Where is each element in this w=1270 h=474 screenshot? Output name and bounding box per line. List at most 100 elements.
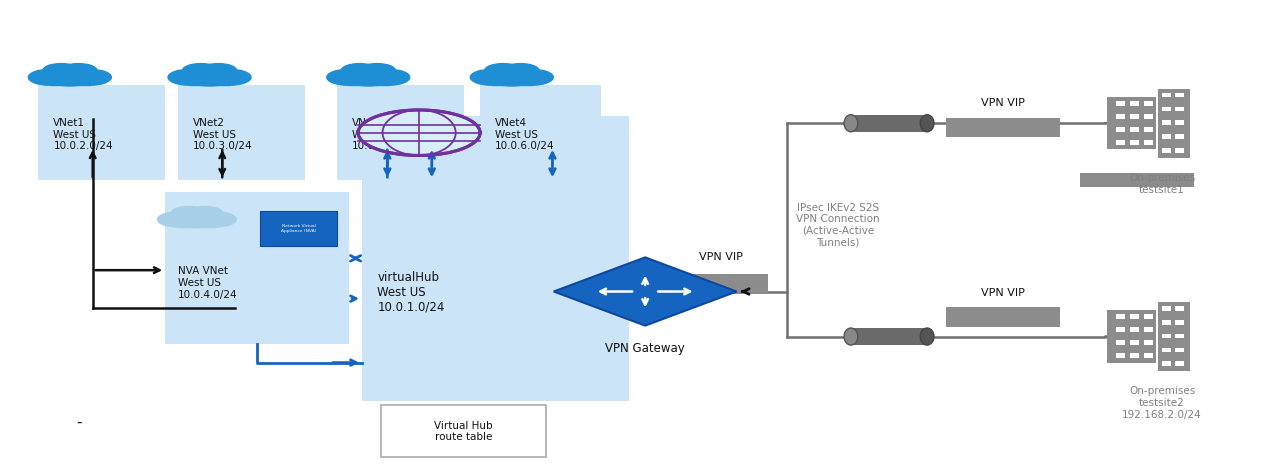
Text: VPN VIP: VPN VIP xyxy=(982,288,1025,298)
Text: VNet1
West US
10.0.2.0/24: VNet1 West US 10.0.2.0/24 xyxy=(53,118,113,151)
FancyBboxPatch shape xyxy=(851,328,927,345)
FancyBboxPatch shape xyxy=(1162,334,1171,338)
FancyBboxPatch shape xyxy=(1130,314,1139,319)
FancyBboxPatch shape xyxy=(1162,362,1171,366)
FancyBboxPatch shape xyxy=(337,85,464,180)
Text: VNet2
West US
10.0.3.0/24: VNet2 West US 10.0.3.0/24 xyxy=(193,118,253,151)
FancyBboxPatch shape xyxy=(1175,134,1184,139)
Text: virtualHub
West US
10.0.1.0/24: virtualHub West US 10.0.1.0/24 xyxy=(377,271,444,314)
FancyBboxPatch shape xyxy=(480,85,601,180)
Circle shape xyxy=(168,69,211,85)
FancyBboxPatch shape xyxy=(1144,314,1153,319)
FancyBboxPatch shape xyxy=(178,85,305,180)
FancyBboxPatch shape xyxy=(1175,306,1184,311)
FancyBboxPatch shape xyxy=(1162,306,1171,311)
Circle shape xyxy=(199,64,236,77)
FancyBboxPatch shape xyxy=(1130,101,1139,106)
FancyBboxPatch shape xyxy=(1175,93,1184,98)
FancyBboxPatch shape xyxy=(1116,314,1125,319)
Circle shape xyxy=(171,209,222,228)
Text: VNet3
West US
10.0.5.0/24: VNet3 West US 10.0.5.0/24 xyxy=(352,118,411,151)
FancyBboxPatch shape xyxy=(1144,340,1153,345)
FancyBboxPatch shape xyxy=(1116,140,1125,145)
Circle shape xyxy=(171,207,206,219)
FancyBboxPatch shape xyxy=(1116,127,1125,132)
FancyBboxPatch shape xyxy=(1162,148,1171,153)
FancyBboxPatch shape xyxy=(1107,310,1156,363)
FancyBboxPatch shape xyxy=(1116,327,1125,332)
Text: On-premises
testsite2
192.168.2.0/24: On-premises testsite2 192.168.2.0/24 xyxy=(1123,386,1201,419)
Bar xyxy=(189,77,230,85)
Circle shape xyxy=(183,66,236,86)
Circle shape xyxy=(69,69,112,85)
FancyBboxPatch shape xyxy=(1116,340,1125,345)
FancyBboxPatch shape xyxy=(381,405,546,457)
FancyBboxPatch shape xyxy=(673,274,768,294)
Text: IPsec IKEv2 S2S
VPN Connection
(Active-Active
Tunnels): IPsec IKEv2 S2S VPN Connection (Active-A… xyxy=(796,203,880,247)
FancyBboxPatch shape xyxy=(946,118,1060,137)
Circle shape xyxy=(157,212,198,227)
FancyBboxPatch shape xyxy=(1175,362,1184,366)
FancyBboxPatch shape xyxy=(165,192,349,344)
FancyBboxPatch shape xyxy=(1158,302,1190,371)
Circle shape xyxy=(470,69,513,85)
Circle shape xyxy=(188,207,222,219)
FancyBboxPatch shape xyxy=(1130,127,1139,132)
FancyBboxPatch shape xyxy=(1175,347,1184,352)
FancyBboxPatch shape xyxy=(1162,320,1171,325)
FancyBboxPatch shape xyxy=(1162,107,1171,111)
Circle shape xyxy=(28,69,71,85)
FancyBboxPatch shape xyxy=(1175,148,1184,153)
Circle shape xyxy=(485,64,522,77)
Circle shape xyxy=(511,69,554,85)
FancyBboxPatch shape xyxy=(1162,347,1171,352)
FancyBboxPatch shape xyxy=(851,115,927,132)
Circle shape xyxy=(196,212,236,227)
FancyBboxPatch shape xyxy=(1144,101,1153,106)
FancyBboxPatch shape xyxy=(260,211,337,246)
Ellipse shape xyxy=(921,115,933,132)
FancyBboxPatch shape xyxy=(1116,101,1125,106)
FancyBboxPatch shape xyxy=(1130,327,1139,332)
FancyBboxPatch shape xyxy=(1130,114,1139,118)
FancyBboxPatch shape xyxy=(1175,107,1184,111)
Text: On-premises
testsite1: On-premises testsite1 xyxy=(1129,173,1195,195)
Circle shape xyxy=(183,64,220,77)
Ellipse shape xyxy=(845,115,857,132)
Polygon shape xyxy=(554,257,737,326)
FancyBboxPatch shape xyxy=(1144,327,1153,332)
Circle shape xyxy=(358,110,480,155)
FancyBboxPatch shape xyxy=(1116,114,1125,118)
Circle shape xyxy=(342,64,378,77)
FancyBboxPatch shape xyxy=(1162,134,1171,139)
FancyBboxPatch shape xyxy=(1116,353,1125,358)
FancyBboxPatch shape xyxy=(1130,140,1139,145)
Circle shape xyxy=(208,69,251,85)
FancyBboxPatch shape xyxy=(1130,353,1139,358)
Text: VPN VIP: VPN VIP xyxy=(698,252,743,262)
Circle shape xyxy=(485,66,538,86)
Circle shape xyxy=(60,64,97,77)
Text: VPN VIP: VPN VIP xyxy=(982,98,1025,108)
FancyBboxPatch shape xyxy=(1158,89,1190,158)
FancyBboxPatch shape xyxy=(1144,127,1153,132)
Circle shape xyxy=(326,69,370,85)
Circle shape xyxy=(342,66,395,86)
FancyBboxPatch shape xyxy=(1130,340,1139,345)
Circle shape xyxy=(43,66,97,86)
Circle shape xyxy=(358,64,395,77)
Circle shape xyxy=(367,69,410,85)
FancyBboxPatch shape xyxy=(1175,320,1184,325)
FancyBboxPatch shape xyxy=(1162,120,1171,125)
Ellipse shape xyxy=(921,328,933,345)
FancyBboxPatch shape xyxy=(1175,334,1184,338)
Ellipse shape xyxy=(845,328,857,345)
FancyBboxPatch shape xyxy=(1144,140,1153,145)
Text: Virtual Hub
route table: Virtual Hub route table xyxy=(434,420,493,442)
FancyBboxPatch shape xyxy=(1107,97,1156,149)
FancyBboxPatch shape xyxy=(946,307,1060,327)
Text: NVA VNet
West US
10.0.4.0/24: NVA VNet West US 10.0.4.0/24 xyxy=(178,266,237,300)
Text: VNet4
West US
10.0.6.0/24: VNet4 West US 10.0.6.0/24 xyxy=(495,118,555,151)
FancyBboxPatch shape xyxy=(38,85,165,180)
Text: VPN Gateway: VPN Gateway xyxy=(606,342,685,355)
